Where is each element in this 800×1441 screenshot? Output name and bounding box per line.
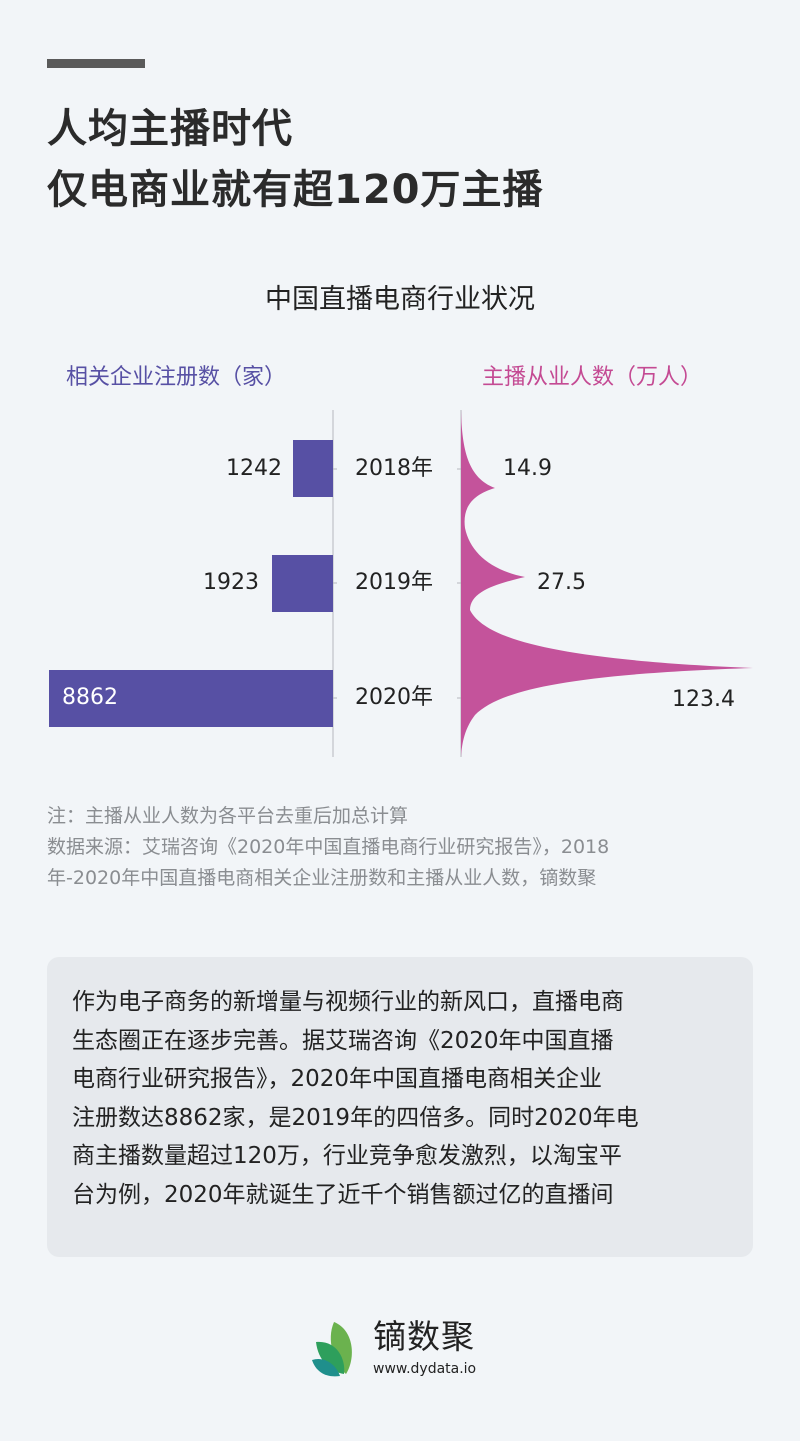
spike-value-2018: 14.9	[503, 456, 552, 481]
chart-graphics	[49, 410, 753, 757]
year-label-2020: 2020年	[355, 685, 433, 710]
spike-value-2019: 27.5	[537, 570, 586, 595]
spike-area-series	[461, 410, 753, 757]
brand-url: www.dydata.io	[373, 1361, 477, 1377]
bar-2018	[293, 440, 333, 497]
summary-line: 电商行业研究报告》，2020年中国直播电商相关企业	[72, 1066, 603, 1092]
source-line-continued: 年-2020年中国直播电商相关企业注册数和主播从业人数，镝数聚	[47, 867, 597, 889]
legend-right-series: 主播从业人数（万人）	[482, 365, 703, 390]
summary-line: 台为例，2020年就诞生了近千个销售额过亿的直播间	[72, 1181, 614, 1208]
bar-value-2019: 1923	[203, 570, 259, 595]
note-line: 注：主播从业人数为各平台去重后加总计算	[47, 805, 409, 827]
chart-title: 中国直播电商行业状况	[265, 284, 535, 315]
summary-line: 生态圈正在逐步完善。据艾瑞咨询《2020年中国直播	[72, 1027, 614, 1054]
year-label-2019: 2019年	[355, 570, 433, 595]
bar-value-2020: 8862	[62, 685, 118, 710]
summary-line: 作为电子商务的新增量与视频行业的新风口，直播电商	[72, 989, 624, 1015]
chart-notes: 注：主播从业人数为各平台去重后加总计算 数据来源：艾瑞咨询《2020年中国直播电…	[47, 801, 757, 894]
headline-line-2: 仅电商业就有超120万主播	[47, 167, 544, 213]
source-line: 数据来源：艾瑞咨询《2020年中国直播电商行业研究报告》，2018	[47, 836, 610, 858]
legend-left-series: 相关企业注册数（家）	[66, 365, 287, 390]
bar-2019	[272, 555, 333, 612]
brand-name: 镝数聚	[373, 1317, 475, 1356]
summary-box: 作为电子商务的新增量与视频行业的新风口，直播电商 生态圈正在逐步完善。据艾瑞咨询…	[47, 957, 753, 1257]
bar-2020	[49, 670, 333, 727]
spike-value-2020: 123.4	[672, 687, 735, 712]
leaf-logo-icon	[312, 1322, 352, 1377]
headline-line-1: 人均主播时代	[47, 106, 293, 152]
bar-value-2018: 1242	[226, 456, 282, 481]
summary-text: 作为电子商务的新增量与视频行业的新风口，直播电商 生态圈正在逐步完善。据艾瑞咨询…	[72, 983, 734, 1214]
summary-line: 商主播数量超过120万，行业竞争愈发激烈，以淘宝平	[72, 1143, 622, 1169]
header-accent-bar	[47, 59, 145, 68]
year-label-2018: 2018年	[355, 456, 433, 481]
summary-line: 注册数达8862家，是2019年的四倍多。同时2020年电	[72, 1104, 639, 1131]
